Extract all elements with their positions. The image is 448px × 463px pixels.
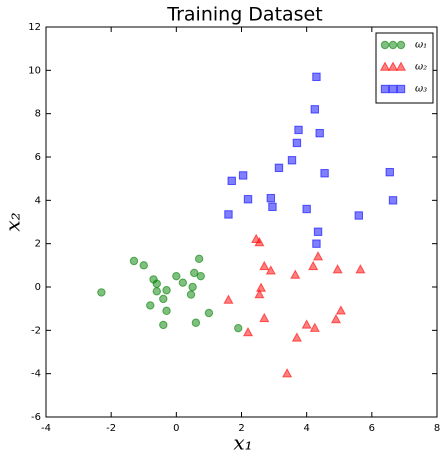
point bbox=[312, 72, 321, 82]
point bbox=[191, 318, 201, 327]
point bbox=[274, 163, 284, 173]
point bbox=[254, 237, 265, 247]
legend-marker bbox=[387, 61, 399, 71]
point bbox=[204, 308, 214, 318]
y-tick-label: -6 bbox=[31, 412, 41, 423]
y-tick-label: 12 bbox=[28, 22, 41, 33]
point bbox=[313, 251, 324, 261]
point bbox=[238, 171, 248, 180]
point bbox=[320, 169, 329, 178]
point bbox=[186, 290, 196, 299]
y-tick-label: -4 bbox=[31, 369, 41, 380]
x-tick-label: 6 bbox=[369, 423, 375, 434]
point bbox=[266, 193, 276, 203]
y-tick-label: 8 bbox=[35, 109, 41, 120]
point bbox=[254, 289, 265, 299]
point bbox=[242, 326, 254, 337]
point bbox=[159, 294, 168, 304]
plot-frame bbox=[45, 26, 438, 418]
x-tick-label: -4 bbox=[41, 423, 51, 434]
point bbox=[152, 279, 161, 288]
chart-title: Training Dataset bbox=[166, 4, 322, 26]
point bbox=[268, 202, 277, 212]
point bbox=[172, 271, 181, 281]
y-tick-label: -2 bbox=[31, 325, 41, 336]
point bbox=[159, 320, 168, 330]
point bbox=[139, 261, 148, 270]
point bbox=[178, 278, 188, 287]
point bbox=[188, 282, 197, 292]
legend-marker bbox=[388, 84, 398, 94]
point bbox=[309, 322, 320, 332]
point bbox=[294, 125, 303, 135]
point bbox=[302, 204, 311, 214]
x-tick-label: -2 bbox=[106, 423, 116, 434]
y-tick-label: 10 bbox=[28, 65, 41, 76]
point bbox=[146, 301, 155, 310]
legend-label: ω₃ bbox=[415, 84, 427, 95]
y-tick-label: 4 bbox=[35, 195, 41, 206]
x-tick-label: 4 bbox=[303, 423, 309, 434]
y-tick-label: 0 bbox=[35, 282, 41, 293]
point bbox=[265, 265, 276, 275]
legend-marker bbox=[396, 84, 406, 94]
legend-marker bbox=[395, 61, 407, 71]
point bbox=[129, 256, 139, 266]
point bbox=[290, 269, 301, 279]
point bbox=[335, 305, 346, 315]
point bbox=[162, 286, 171, 295]
point bbox=[162, 306, 171, 316]
x-tick-label: 8 bbox=[434, 423, 440, 434]
point bbox=[312, 239, 321, 248]
point bbox=[354, 211, 364, 220]
x-tick-label: 0 bbox=[173, 423, 179, 434]
point bbox=[292, 138, 302, 148]
point bbox=[330, 313, 342, 324]
y-tick-label: 2 bbox=[35, 239, 41, 250]
y-tick-label: 6 bbox=[35, 152, 41, 163]
legend-label: ω₁ bbox=[415, 40, 427, 51]
point bbox=[301, 319, 312, 329]
point bbox=[227, 176, 236, 186]
point bbox=[196, 271, 205, 281]
point bbox=[194, 254, 204, 264]
point bbox=[259, 312, 270, 323]
legend-marker bbox=[380, 84, 390, 94]
point bbox=[385, 167, 394, 177]
x-axis-label: x₁ bbox=[233, 431, 252, 455]
point bbox=[315, 128, 324, 138]
point bbox=[287, 156, 297, 165]
point bbox=[243, 195, 253, 204]
point bbox=[282, 368, 293, 378]
point bbox=[388, 196, 398, 205]
point bbox=[332, 264, 343, 274]
legend-marker bbox=[379, 61, 391, 71]
point bbox=[308, 260, 319, 271]
point bbox=[97, 288, 106, 297]
point bbox=[190, 268, 199, 278]
legend-marker bbox=[388, 40, 398, 50]
point bbox=[152, 287, 161, 296]
legend-marker bbox=[380, 40, 390, 50]
point bbox=[234, 323, 243, 333]
legend-label: ω₂ bbox=[415, 62, 427, 73]
legend-marker bbox=[396, 40, 406, 50]
point bbox=[223, 294, 234, 304]
point bbox=[355, 264, 366, 274]
point bbox=[291, 332, 302, 342]
y-axis-label: x₂ bbox=[1, 212, 25, 231]
point bbox=[259, 260, 270, 271]
point bbox=[310, 105, 320, 114]
point bbox=[224, 210, 233, 219]
x-tick-label: 2 bbox=[238, 423, 244, 434]
point bbox=[313, 227, 323, 236]
point bbox=[256, 282, 267, 292]
